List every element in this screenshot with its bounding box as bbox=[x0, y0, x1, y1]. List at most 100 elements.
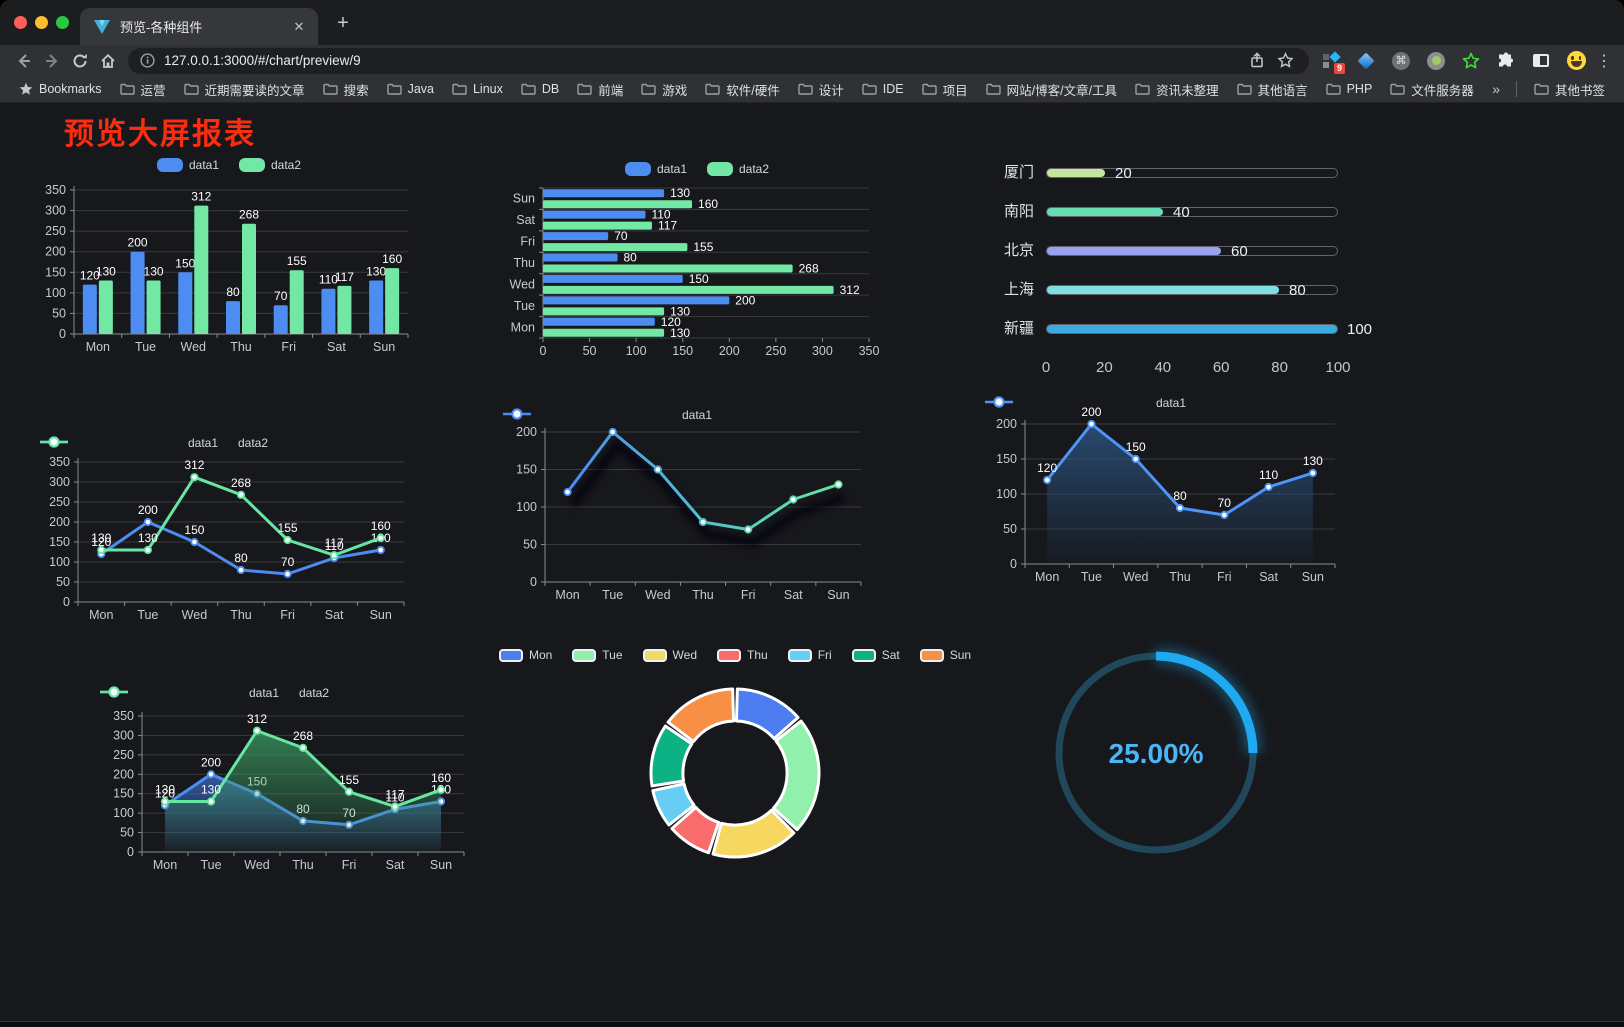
pie-segment[interactable] bbox=[649, 724, 694, 788]
bookmark-folder[interactable]: Java bbox=[380, 79, 441, 99]
bookmark-folder[interactable]: 资讯未整理 bbox=[1128, 79, 1226, 99]
gauge-chart[interactable]: 25.00% bbox=[1038, 638, 1278, 870]
bar bbox=[543, 285, 834, 294]
pie-segment[interactable] bbox=[651, 782, 696, 827]
bookmark-folder[interactable]: 前端 bbox=[570, 79, 630, 99]
legend-item[interactable]: Tue bbox=[572, 648, 623, 662]
back-button[interactable] bbox=[10, 48, 38, 74]
fullscreen-window-button[interactable] bbox=[56, 16, 69, 29]
legend-line-marker-icon bbox=[100, 686, 128, 698]
donut-chart[interactable]: Mon Tue Wed Thu Fri Sat Sun bbox=[498, 638, 971, 890]
bookmark-folder[interactable]: 其他语言 bbox=[1230, 79, 1315, 99]
svg-text:200: 200 bbox=[516, 425, 537, 439]
legend-item[interactable]: Wed bbox=[642, 648, 697, 662]
pie-segment[interactable] bbox=[711, 808, 796, 859]
svg-text:268: 268 bbox=[231, 476, 251, 490]
site-info-icon[interactable] bbox=[140, 53, 155, 68]
svg-text:268: 268 bbox=[293, 729, 313, 743]
legend-item[interactable]: data1 bbox=[40, 436, 218, 450]
data-point bbox=[160, 797, 170, 806]
legend-item[interactable]: Sun bbox=[919, 648, 971, 662]
area-chart-two-series[interactable]: data1 data2 0 50 100 150 200 250 300 350 Mon Tue Wed… bbox=[100, 676, 478, 888]
bookmark-folder[interactable]: 设计 bbox=[791, 79, 851, 99]
svg-text:150: 150 bbox=[184, 523, 204, 537]
legend-label: data1 bbox=[1155, 396, 1187, 410]
legend-item[interactable]: data2 bbox=[40, 436, 268, 450]
svg-text:Tue: Tue bbox=[514, 299, 535, 313]
legend-item[interactable]: data1 bbox=[985, 396, 1187, 410]
pie-segment[interactable] bbox=[734, 687, 800, 741]
legend-item[interactable]: Thu bbox=[717, 648, 768, 662]
legend-item[interactable]: data1 bbox=[100, 686, 279, 700]
forward-button[interactable] bbox=[38, 48, 66, 74]
legend-item[interactable]: Sat bbox=[851, 648, 900, 662]
minimize-window-button[interactable] bbox=[35, 16, 48, 29]
horizontal-bar-chart[interactable]: data1 data2 Sun Sat Fri Thu Wed Tue Mon 0 50 100 150… bbox=[503, 152, 891, 364]
bar-chart[interactable]: data1 data2 0 50 100 150 200 250 300 350 Mon Tue Wed… bbox=[40, 148, 418, 362]
bookmark-folder[interactable]: 软件/硬件 bbox=[698, 79, 786, 99]
svg-text:130: 130 bbox=[366, 265, 386, 279]
legend-item[interactable]: data2 bbox=[100, 686, 329, 700]
other-bookmarks[interactable]: 其他书签 bbox=[1527, 79, 1612, 99]
folder-icon bbox=[183, 83, 199, 95]
browser-menu-icon[interactable]: ⋮ bbox=[1596, 52, 1612, 70]
bookmarks-manager[interactable]: Bookmarks bbox=[12, 79, 109, 99]
legend-item[interactable]: data1 bbox=[156, 158, 219, 172]
bookmark-folder[interactable]: 项目 bbox=[915, 79, 975, 99]
new-tab-button[interactable]: + bbox=[337, 12, 349, 34]
legend-item[interactable]: data2 bbox=[239, 158, 301, 172]
bookmark-star-icon[interactable] bbox=[1271, 48, 1299, 74]
legend-item[interactable]: data1 bbox=[624, 162, 687, 176]
bookmark-folder-label: 近期需要读的文章 bbox=[204, 83, 305, 98]
gradient-line-chart[interactable]: data1 0 50 100 150 200 Mon Tue Wed Thu Fri Sat Sun bbox=[503, 398, 891, 612]
svg-text:150: 150 bbox=[175, 256, 195, 270]
reload-button[interactable] bbox=[66, 48, 94, 74]
sidebar-toggle-icon[interactable] bbox=[1531, 51, 1551, 71]
share-icon[interactable] bbox=[1243, 48, 1271, 74]
bookmarks-overflow-chevron[interactable]: » bbox=[1492, 81, 1500, 97]
pie-segment[interactable] bbox=[670, 805, 721, 855]
browser-tab[interactable]: 预览-各种组件 ✕ bbox=[80, 8, 318, 45]
legend-item[interactable]: data2 bbox=[707, 162, 769, 176]
legend-item[interactable]: data1 bbox=[503, 408, 712, 422]
bookmark-folder[interactable]: 网站/博客/文章/工具 bbox=[979, 79, 1124, 99]
bookmark-folder[interactable]: 游戏 bbox=[634, 79, 694, 99]
legend-item[interactable]: Fri bbox=[787, 648, 832, 662]
extension-command-icon[interactable]: ⌘ bbox=[1391, 51, 1411, 71]
legend-label: data1 bbox=[188, 158, 219, 172]
city-progress-chart[interactable]: 厦门 20 南阳 40 北京 60 上海 80 新疆 100 0 20 40 60 80 100 bbox=[988, 156, 1372, 384]
bookmark-folder[interactable]: IDE bbox=[855, 79, 911, 99]
pie-segment[interactable] bbox=[771, 719, 821, 832]
extension-green-dot-icon[interactable] bbox=[1426, 51, 1446, 71]
line-chart-two-series[interactable]: data1 data2 0 50 100 150 200 250 300 350 Mon Tue Wed… bbox=[40, 426, 416, 636]
legend-item[interactable]: Mon bbox=[498, 648, 552, 662]
bookmark-folder[interactable]: 运营 bbox=[113, 79, 173, 99]
emoji-extension-icon[interactable] bbox=[1566, 51, 1586, 71]
bookmark-folder[interactable]: 搜索 bbox=[316, 79, 376, 99]
data-point bbox=[698, 517, 708, 527]
svg-text:117: 117 bbox=[385, 788, 404, 802]
extension-grid-diamond-icon[interactable]: 9 bbox=[1321, 50, 1345, 74]
close-window-button[interactable] bbox=[14, 16, 27, 29]
bookmark-folder[interactable]: PHP bbox=[1319, 79, 1380, 99]
legend-swatch-icon bbox=[498, 648, 523, 662]
tab-close-icon[interactable]: ✕ bbox=[293, 18, 305, 34]
svg-text:120: 120 bbox=[155, 786, 175, 800]
legend-line-marker-icon bbox=[503, 408, 531, 420]
data-point bbox=[1131, 454, 1140, 464]
bookmark-folder[interactable]: 文件服务器 bbox=[1383, 79, 1481, 99]
url-text[interactable]: 127.0.0.1:3000/#/chart/preview/9 bbox=[164, 53, 361, 68]
extension-gem-icon[interactable] bbox=[1356, 51, 1376, 71]
titlebar: 预览-各种组件 ✕ + bbox=[0, 0, 1624, 45]
url-bar[interactable]: 127.0.0.1:3000/#/chart/preview/9 bbox=[128, 47, 1309, 74]
area-chart-single[interactable]: data1 0 50 100 150 200 Mon Tue Wed Thu Fri Sat Sun 12… bbox=[985, 386, 1357, 596]
home-button[interactable] bbox=[94, 48, 122, 74]
bookmark-folder[interactable]: 近期需要读的文章 bbox=[177, 79, 312, 99]
data-point bbox=[298, 743, 308, 752]
bookmark-folder[interactable]: DB bbox=[514, 79, 566, 99]
gauge-value-label: 25.00% bbox=[1109, 738, 1204, 769]
extensions-puzzle-icon[interactable] bbox=[1496, 51, 1516, 71]
extension-green-star-icon[interactable] bbox=[1461, 51, 1481, 71]
pie-segment[interactable] bbox=[666, 687, 736, 744]
bookmark-folder[interactable]: Linux bbox=[445, 79, 510, 99]
